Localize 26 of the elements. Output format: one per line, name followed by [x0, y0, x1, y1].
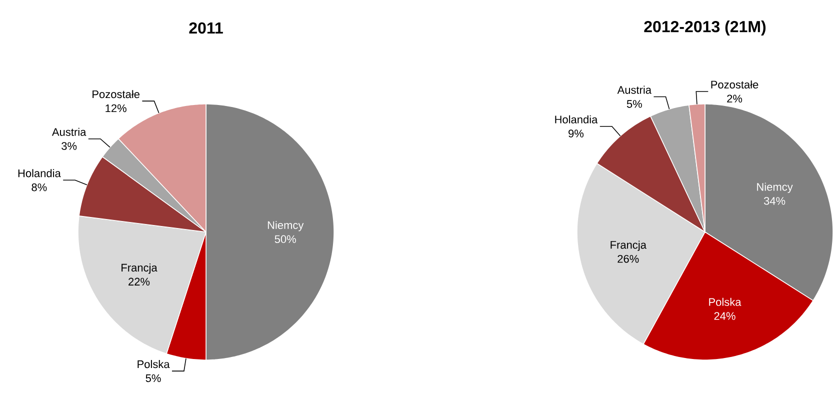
slice-label: Niemcy: [268, 220, 304, 232]
data-label: 50%: [274, 235, 296, 244]
data-label: 5%: [146, 374, 161, 382]
slice-label: Francja: [610, 240, 646, 251]
data-label: 26%: [618, 254, 639, 263]
data-label: 2%: [727, 94, 742, 102]
slice-label: Austria: [52, 128, 86, 136]
slice-label: Pozostałe: [92, 90, 140, 98]
chart-title: 2011: [189, 22, 223, 34]
data-label: 12%: [106, 104, 126, 112]
slice-label: Holandia: [555, 115, 598, 124]
slice-label: Polska: [138, 360, 170, 368]
slice-label: Austria: [617, 86, 652, 94]
slice-label: Niemcy: [757, 182, 793, 193]
data-label: 9%: [568, 130, 584, 138]
data-label: 34%: [764, 197, 786, 205]
chart-title: 2012-2013 (21M): [644, 20, 766, 36]
slice-label: Polska: [709, 298, 742, 306]
slice-label: Pozostałe: [711, 80, 758, 89]
slice-label: Holandia: [18, 169, 61, 178]
data-label: 22%: [128, 278, 150, 286]
data-label: 8%: [32, 183, 47, 192]
data-label: 24%: [714, 312, 736, 320]
slice-label: Francja: [122, 263, 158, 274]
data-label: 3%: [62, 142, 77, 150]
data-label: 5%: [626, 100, 642, 108]
